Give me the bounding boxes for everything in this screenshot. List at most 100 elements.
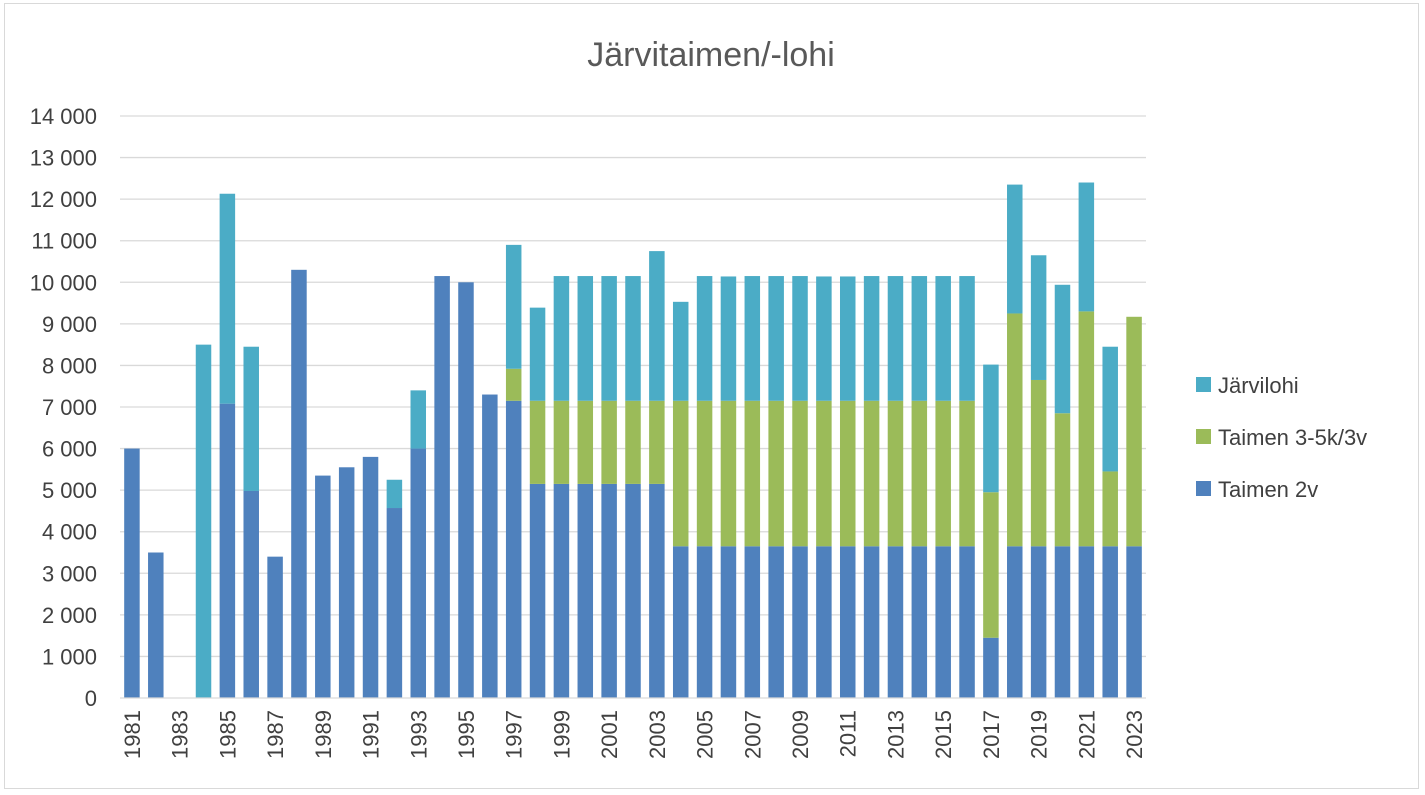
y-tick-label: 14 000: [30, 104, 97, 129]
bar-segment: [529, 307, 546, 401]
y-axis-tick-labels: 0 1 000 2 000 3 000 4 000 5 000 6 000 7 000 8 00…: [30, 104, 97, 711]
bar-segment: [1078, 182, 1095, 312]
bar-segment: [935, 546, 951, 698]
bar-segment: [839, 546, 856, 698]
bar-segment: [148, 552, 164, 698]
bar-segment: [601, 400, 617, 484]
y-tick-label: 6 000: [42, 437, 97, 462]
bar-segment: [1054, 413, 1071, 547]
bar-segment: [1007, 184, 1023, 314]
bar-segment: [529, 400, 546, 484]
bar-segment: [792, 400, 808, 547]
legend: Järvilohi Taimen 3-5k/3v Taimen 2v: [1196, 373, 1367, 502]
x-tick-label: 1981: [120, 710, 145, 759]
bar-segment: [1030, 379, 1047, 547]
x-tick-label: 2013: [883, 710, 908, 759]
x-tick-label: 1997: [502, 710, 527, 759]
x-tick-label: 2015: [931, 710, 956, 759]
bar-segment: [577, 400, 594, 484]
bar-segment: [672, 546, 689, 698]
bar-segment: [1102, 546, 1118, 698]
y-tick-label: 0: [85, 686, 97, 711]
bar-segment: [482, 394, 498, 698]
bar-segment: [983, 637, 999, 698]
bar-segment: [672, 301, 689, 401]
bar-segment: [744, 400, 761, 547]
bar-segment: [935, 276, 951, 401]
bar-segment: [505, 400, 522, 698]
y-tick-label: 12 000: [30, 187, 97, 212]
x-tick-label: 1995: [454, 710, 479, 759]
bar-segment: [243, 346, 259, 491]
x-tick-label: 2001: [597, 710, 622, 759]
bar-segment: [863, 276, 880, 401]
bar-segment: [839, 276, 856, 401]
bar-segment: [959, 546, 975, 698]
y-tick-label: 10 000: [30, 270, 97, 295]
bar-segment: [839, 400, 856, 547]
x-tick-label: 1989: [311, 710, 336, 759]
bar-segment: [959, 276, 975, 401]
bar-segment: [1102, 471, 1118, 547]
y-tick-label: 7 000: [42, 395, 97, 420]
bar-segment: [386, 508, 403, 698]
bar-segment: [1007, 313, 1023, 547]
bar-segment: [577, 276, 594, 401]
legend-label: Taimen 2v: [1218, 477, 1318, 502]
bar-segment: [816, 546, 832, 698]
bar-segment: [458, 282, 474, 698]
bar-segment: [1030, 255, 1047, 380]
x-tick-label: 2017: [979, 710, 1004, 759]
bar-segment: [505, 368, 522, 401]
bar-segment: [863, 400, 880, 547]
x-tick-label: 1999: [549, 710, 574, 759]
bar-segment: [625, 483, 641, 698]
bar-segment: [553, 276, 570, 401]
bar-segment: [410, 390, 427, 449]
x-tick-label: 2011: [836, 710, 861, 757]
bar-segment: [696, 276, 713, 401]
bar-segment: [1126, 546, 1142, 698]
y-tick-label: 3 000: [42, 561, 97, 586]
bar-segment: [672, 400, 689, 547]
bar-segment: [744, 276, 761, 401]
bar-segment: [792, 276, 808, 401]
bar-segment: [911, 400, 928, 547]
x-tick-label: 2009: [788, 710, 813, 759]
y-tick-label: 4 000: [42, 520, 97, 545]
x-tick-label: 2007: [740, 710, 765, 759]
y-tick-label: 2 000: [42, 603, 97, 628]
x-tick-label: 2003: [645, 710, 670, 759]
bar-segment: [625, 400, 641, 484]
bar-segment: [720, 546, 737, 698]
bar-segment: [362, 456, 379, 698]
legend-swatch: [1196, 429, 1211, 444]
bar-segment: [124, 448, 140, 698]
x-tick-label: 2005: [693, 710, 718, 759]
x-tick-label: 2019: [1027, 710, 1052, 759]
bar-segment: [887, 546, 904, 698]
bar-segment: [1078, 311, 1095, 547]
bar-segment: [863, 546, 880, 698]
legend-swatch: [1196, 481, 1211, 496]
chart-title: Järvitaimen/-lohi: [587, 36, 835, 74]
x-tick-label: 1983: [168, 710, 193, 759]
legend-label: Järvilohi: [1218, 373, 1299, 398]
bar-segment: [935, 400, 951, 547]
bar-segment: [505, 244, 522, 369]
legend-swatch: [1196, 377, 1211, 392]
bar-segment: [1030, 546, 1047, 698]
x-tick-label: 1985: [215, 710, 240, 759]
bar-segment: [386, 479, 403, 509]
bar-segment: [315, 475, 331, 698]
bar-segment: [983, 492, 999, 638]
bar-segment: [243, 490, 259, 698]
bar-segment: [816, 400, 832, 547]
x-tick-label: 2023: [1122, 710, 1147, 759]
bar-segment: [887, 276, 904, 401]
bar-segment: [649, 251, 665, 401]
legend-label: Taimen 3-5k/3v: [1218, 425, 1367, 450]
bar-segment: [267, 556, 283, 698]
bar-segment: [792, 546, 808, 698]
